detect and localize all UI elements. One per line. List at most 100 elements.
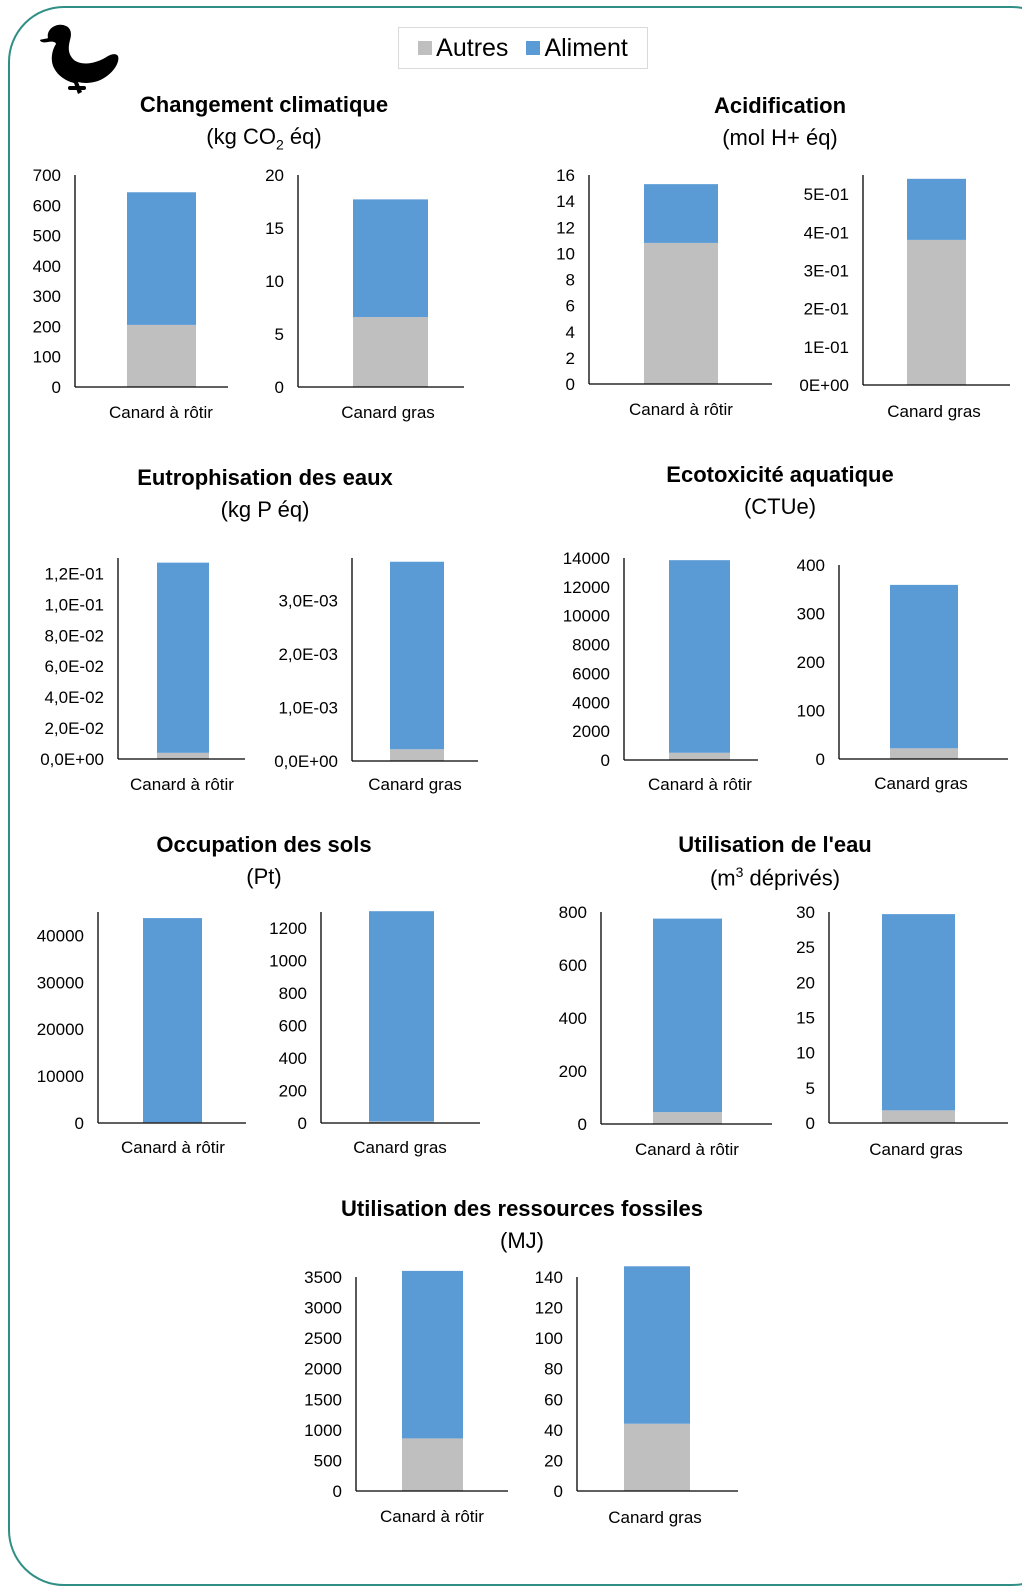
- bar-segment-autres: [390, 749, 444, 761]
- y-tick-label: 60: [544, 1390, 563, 1409]
- chart-unit-changement-climatique: (kg CO2 éq): [206, 124, 321, 152]
- y-tick-label: 5: [275, 325, 284, 344]
- y-tick-label: 0: [601, 751, 610, 770]
- x-category-label: Canard à rôtir: [635, 1140, 739, 1159]
- y-tick-label: 10: [796, 1044, 815, 1063]
- y-tick-label: 2E-01: [804, 300, 849, 319]
- chart-title-ressources-fossiles: Utilisation des ressources fossiles: [341, 1196, 703, 1221]
- bar-panel-ressources-fossiles-gras: 0 20 40 60 80 100 120 140 Canard gras: [535, 1266, 738, 1527]
- chart-title-ecotoxicite: Ecotoxicité aquatique: [666, 462, 894, 487]
- chart-unit-ressources-fossiles: (MJ): [500, 1228, 544, 1253]
- y-tick-label: 0: [52, 378, 61, 397]
- y-tick-label: 120: [535, 1299, 563, 1318]
- y-tick-label: 14: [556, 192, 575, 211]
- bar-segment-autres: [669, 752, 730, 760]
- bar-panel-occupation-sols-gras: 0 200 400 600 800 1000 1200 Canard gras: [269, 911, 480, 1157]
- y-tick-label: 500: [33, 227, 61, 246]
- y-tick-label: 12: [556, 218, 575, 237]
- y-tick-label: 0: [816, 750, 825, 769]
- unit-text-2: déprivés): [743, 865, 841, 891]
- y-tick-label: 3E-01: [804, 261, 849, 280]
- y-tick-label: 0,0E+00: [274, 752, 338, 771]
- bar-segment-aliment: [644, 184, 718, 243]
- chart-title-acidification: Acidification: [713, 93, 847, 118]
- bar-segment-autres: [402, 1438, 463, 1491]
- y-tick-label: 400: [33, 257, 61, 276]
- bar-segment-aliment: [653, 918, 722, 1113]
- y-tick-label: 0: [566, 375, 575, 394]
- y-tick-label: 2: [566, 349, 575, 368]
- y-tick-label: 25: [796, 938, 815, 957]
- y-tick-label: 0: [75, 1114, 84, 1133]
- y-tick-label: 1,0E-01: [44, 595, 104, 614]
- x-category-label: Canard gras: [368, 775, 462, 794]
- y-tick-label: 2000: [572, 722, 610, 741]
- y-tick-label: 100: [797, 702, 825, 721]
- y-tick-label: 16: [556, 166, 575, 185]
- y-tick-label: 10000: [563, 607, 610, 626]
- bar-segment-autres: [907, 239, 966, 385]
- bar-segment-autres: [882, 1110, 955, 1123]
- y-tick-label: 15: [796, 1009, 815, 1028]
- y-tick-label: 4: [566, 323, 575, 342]
- chart-legend: Autres Aliment: [398, 27, 648, 69]
- bar-segment-autres: [644, 242, 718, 384]
- y-tick-label: 800: [279, 984, 307, 1003]
- legend-label-autres: Autres: [436, 33, 509, 62]
- bar-segment-autres: [369, 1121, 434, 1123]
- y-tick-label: 6,0E-02: [44, 657, 104, 676]
- y-tick-label: 0E+00: [799, 376, 849, 395]
- y-tick-label: 1000: [304, 1421, 342, 1440]
- bar-segment-aliment: [390, 561, 444, 750]
- x-category-label: Canard à rôtir: [130, 775, 234, 794]
- chart-title-utilisation-eau: Utilisation de l'eau: [678, 832, 872, 857]
- bar-segment-aliment: [353, 199, 428, 318]
- y-tick-label: 15: [265, 219, 284, 238]
- bar-segment-autres: [624, 1423, 690, 1491]
- bar-panel-ecotoxicite-rotir: 0 2000 4000 6000 8000 10000 12000 14000 Canard à…: [563, 549, 758, 794]
- chart-unit-occupation-sols: (Pt): [246, 864, 282, 889]
- y-tick-label: 0: [578, 1115, 587, 1134]
- y-tick-label: 80: [544, 1360, 563, 1379]
- unit-text-1: (m: [709, 865, 736, 891]
- legend-label-aliment: Aliment: [544, 33, 628, 62]
- bar-segment-aliment: [890, 584, 958, 749]
- y-tick-label: 800: [559, 903, 587, 922]
- y-tick-label: 6000: [572, 664, 610, 683]
- bar-segment-aliment: [907, 178, 966, 240]
- y-tick-label: 1E-01: [804, 338, 849, 357]
- bar-segment-aliment: [402, 1270, 463, 1439]
- y-tick-label: 400: [559, 1009, 587, 1028]
- y-tick-label: 600: [33, 196, 61, 215]
- unit-superscript: 3: [735, 864, 744, 880]
- y-tick-label: 100: [535, 1329, 563, 1348]
- y-tick-label: 600: [279, 1017, 307, 1036]
- y-tick-label: 500: [314, 1451, 342, 1470]
- x-category-label: Canard gras: [887, 402, 981, 421]
- x-category-label: Canard à rôtir: [648, 775, 752, 794]
- bar-panel-utilisation-eau-gras: 0 5 10 15 20 25 30 Canard gras: [796, 903, 1008, 1159]
- bar-panel-utilisation-eau-rotir: 0 200 400 600 800 Canard à rôtir: [559, 903, 772, 1159]
- bar-segment-aliment: [369, 911, 434, 1122]
- x-category-label: Canard à rôtir: [109, 403, 213, 422]
- bar-panel-acidification-gras: 0E+00 1E-01 2E-01 3E-01 4E-01 5E-01 Canard gra…: [799, 175, 1010, 421]
- y-tick-label: 30000: [37, 973, 84, 992]
- y-tick-label: 8000: [572, 636, 610, 655]
- chart-unit-acidification: (mol H+ éq): [722, 125, 838, 150]
- y-tick-label: 40000: [37, 926, 84, 945]
- chart-title-eutrophisation: Eutrophisation des eaux: [137, 465, 393, 490]
- y-tick-label: 6: [566, 297, 575, 316]
- y-tick-label: 200: [797, 653, 825, 672]
- x-category-label: Canard gras: [869, 1140, 963, 1159]
- y-tick-label: 20: [265, 166, 284, 185]
- chart-unit-utilisation-eau: (m3 déprivés): [710, 864, 840, 891]
- y-tick-label: 0: [806, 1114, 815, 1133]
- unit-subscript: 2: [275, 136, 284, 153]
- x-category-label: Canard gras: [341, 403, 435, 422]
- duck-icon: [40, 24, 119, 94]
- chart-unit-ecotoxicite: (CTUe): [743, 494, 817, 519]
- legend-item-aliment: Aliment: [526, 33, 628, 63]
- y-tick-label: 0,0E+00: [40, 750, 104, 769]
- bar-segment-autres: [890, 748, 958, 759]
- bar-panel-changement-climatique-gras: 0 5 10 15 20 Canard gras: [265, 166, 464, 422]
